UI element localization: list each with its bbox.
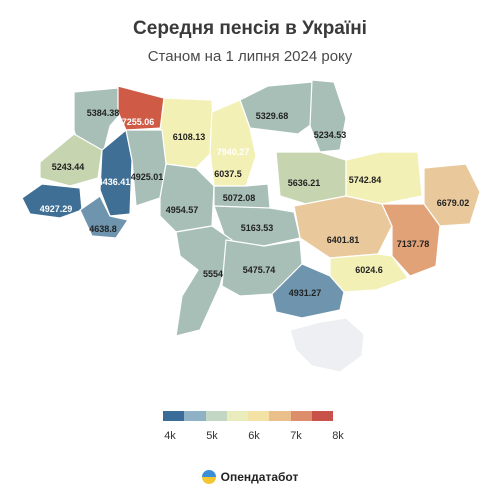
region-lviv: [39, 133, 103, 187]
legend-swatch-5: [269, 411, 291, 421]
label-ivano-frankivsk: 4638.8: [89, 224, 117, 234]
region-dnipro: [293, 195, 393, 259]
region-ivano-frankivsk: [79, 195, 129, 239]
label-odesa: 5554: [203, 269, 223, 279]
brand-name: Опендатабот: [220, 470, 299, 484]
color-legend: [163, 411, 333, 421]
label-poltava: 5636.21: [288, 178, 321, 188]
legend-tick-6k: 6k: [248, 430, 260, 442]
legend-swatch-4: [248, 411, 270, 421]
region-volyn: [117, 85, 165, 131]
label-dnipro: 6401.81: [327, 235, 360, 245]
label-volyn: 7255.06: [122, 117, 155, 127]
label-chernihiv: 5329.68: [256, 111, 289, 121]
region-chernihiv: [239, 81, 321, 135]
label-vinnytsia: 4954.57: [166, 205, 199, 215]
label-donetsk: 7137.78: [397, 239, 430, 249]
map-subtitle: Станом на 1 липня 2024 року: [147, 48, 353, 65]
region-odesa: [175, 225, 233, 337]
label-lviv: 5243.44: [52, 162, 85, 172]
legend-ticks: 4k 5k 6k 7k 8k: [150, 430, 350, 444]
legend-tick-4k: 4k: [164, 430, 176, 442]
legend-swatch-1: [184, 411, 206, 421]
label-zaporizhzhia: 6024.6: [355, 265, 383, 275]
label-kirovohrad: 5163.53: [241, 223, 274, 233]
label-kharkiv: 5742.84: [349, 175, 382, 185]
legend-tick-7k: 7k: [290, 430, 302, 442]
opendatabot-logo-icon: [201, 470, 216, 484]
label-khmelnytskyi: 4925.01: [131, 172, 164, 182]
legend-tick-8k: 8k: [332, 430, 344, 442]
map-title: Середня пенсія в Україні: [133, 18, 367, 39]
label-kyiv: 6037.5: [214, 169, 242, 179]
label-mykolaiv: 5475.74: [243, 265, 276, 275]
legend-swatch-2: [205, 411, 227, 421]
region-kyiv: [209, 99, 257, 187]
legend-tick-5k: 5k: [206, 430, 218, 442]
label-sumy: 5234.53: [314, 130, 347, 140]
legend-swatch-6: [290, 411, 312, 421]
region-donetsk: [381, 203, 441, 277]
label-zhytomyr: 6108.13: [173, 132, 206, 142]
region-vinnytsia: [159, 163, 215, 233]
label-kherson: 4931.27: [289, 288, 322, 298]
label-rivne: 5384.38: [87, 108, 120, 118]
legend-swatch-7: [311, 411, 333, 421]
label-ternopil: 4436.41: [98, 177, 131, 187]
legend-swatch-3: [226, 411, 248, 421]
region-crimea: [289, 317, 365, 373]
label-kyiv-city: 7940.27: [217, 147, 250, 157]
label-zakarpattia: 4927.29: [40, 204, 73, 214]
label-luhansk: 6679.02: [437, 198, 470, 208]
label-cherkasy: 5072.08: [223, 193, 256, 203]
region-kherson: [271, 263, 345, 319]
legend-swatch-0: [163, 411, 185, 421]
brand-footer: Опендатабот: [0, 470, 500, 484]
region-sumy: [309, 79, 347, 153]
